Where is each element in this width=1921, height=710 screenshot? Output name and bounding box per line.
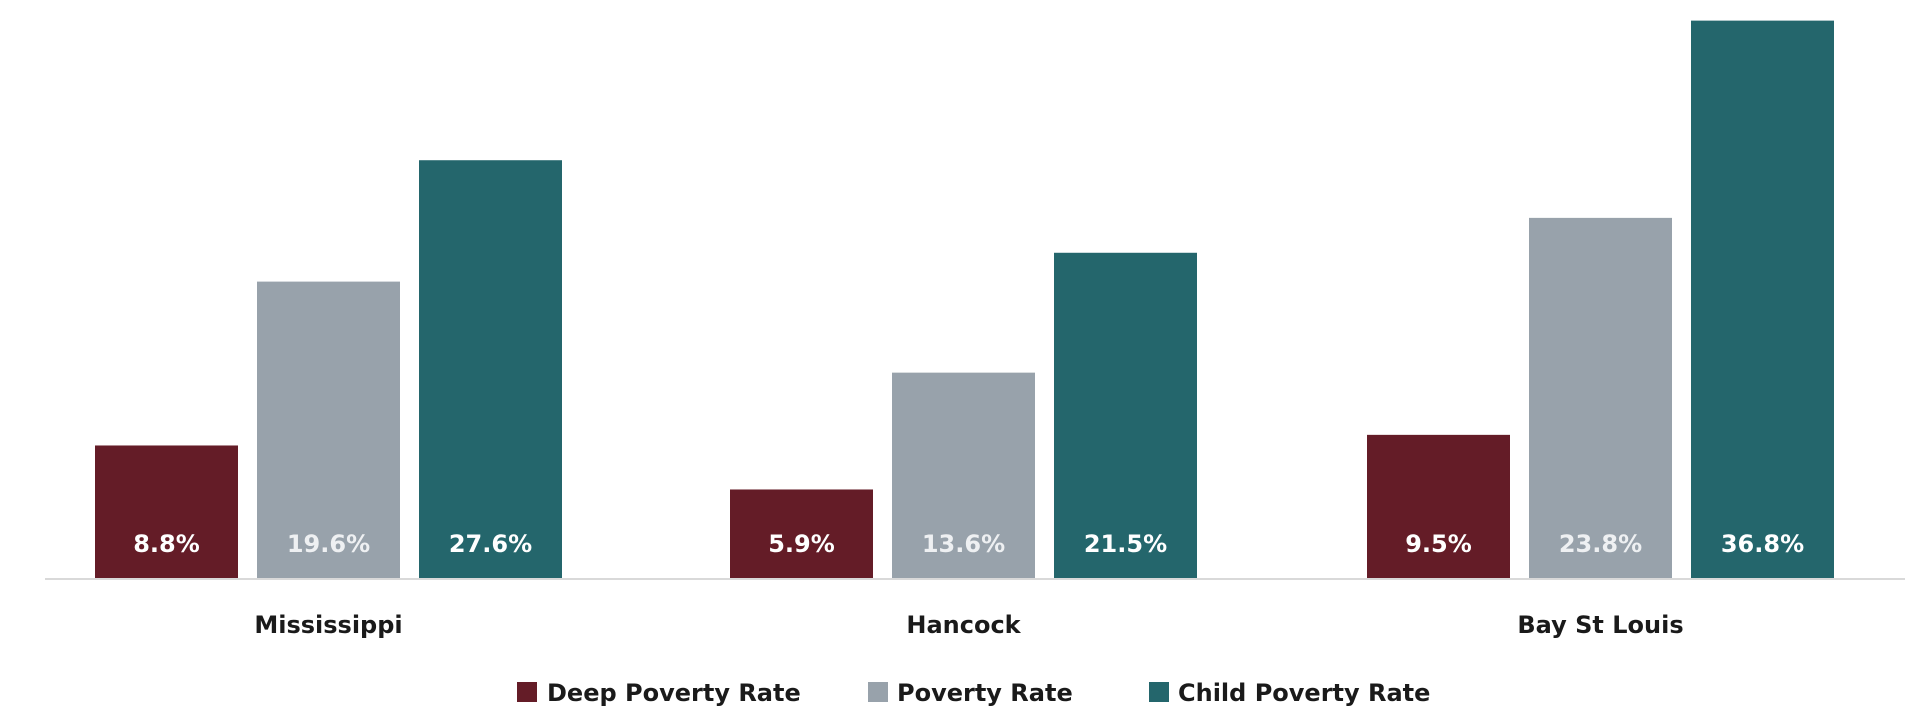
legend-swatch-deep-poverty-rate — [517, 682, 537, 702]
data-label: 5.9% — [768, 530, 835, 558]
legend: Deep Poverty Rate Poverty Rate Child Pover… — [517, 679, 1430, 707]
bar-poverty-rate-mississippi — [257, 281, 400, 579]
bar-child-poverty-rate-bay-st-louis — [1691, 20, 1834, 579]
data-label: 27.6% — [449, 530, 532, 558]
data-label: 8.8% — [133, 530, 200, 558]
category-label: Mississippi — [254, 611, 402, 639]
data-label: 23.8% — [1559, 530, 1642, 558]
category-labels-layer: Mississippi Hancock Bay St Louis — [254, 611, 1683, 639]
legend-swatch-child-poverty-rate — [1149, 682, 1169, 702]
data-labels-layer: 8.8% 19.6% 27.6% 5.9% 13.6% 21.5% 9.5% 23.8% 36.… — [133, 530, 1804, 558]
bar-child-poverty-rate-hancock — [1054, 252, 1197, 580]
data-label: 9.5% — [1405, 530, 1472, 558]
legend-label: Child Poverty Rate — [1178, 679, 1430, 707]
bar-poverty-rate-bay-st-louis — [1529, 217, 1672, 579]
bar-child-poverty-rate-mississippi — [419, 160, 562, 579]
category-label: Hancock — [906, 611, 1021, 639]
bar-deep-poverty-rate-hancock — [730, 489, 873, 579]
data-label: 36.8% — [1721, 530, 1804, 558]
category-label: Bay St Louis — [1517, 611, 1683, 639]
legend-label: Poverty Rate — [897, 679, 1073, 707]
bar-poverty-rate-hancock — [892, 372, 1035, 579]
data-label: 19.6% — [287, 530, 370, 558]
bars-layer — [95, 20, 1834, 580]
legend-label: Deep Poverty Rate — [547, 679, 801, 707]
bar-deep-poverty-rate-mississippi — [95, 445, 238, 579]
bar-deep-poverty-rate-bay-st-louis — [1367, 434, 1510, 579]
data-label: 13.6% — [922, 530, 1005, 558]
data-label: 21.5% — [1084, 530, 1167, 558]
legend-swatch-poverty-rate — [868, 682, 888, 702]
